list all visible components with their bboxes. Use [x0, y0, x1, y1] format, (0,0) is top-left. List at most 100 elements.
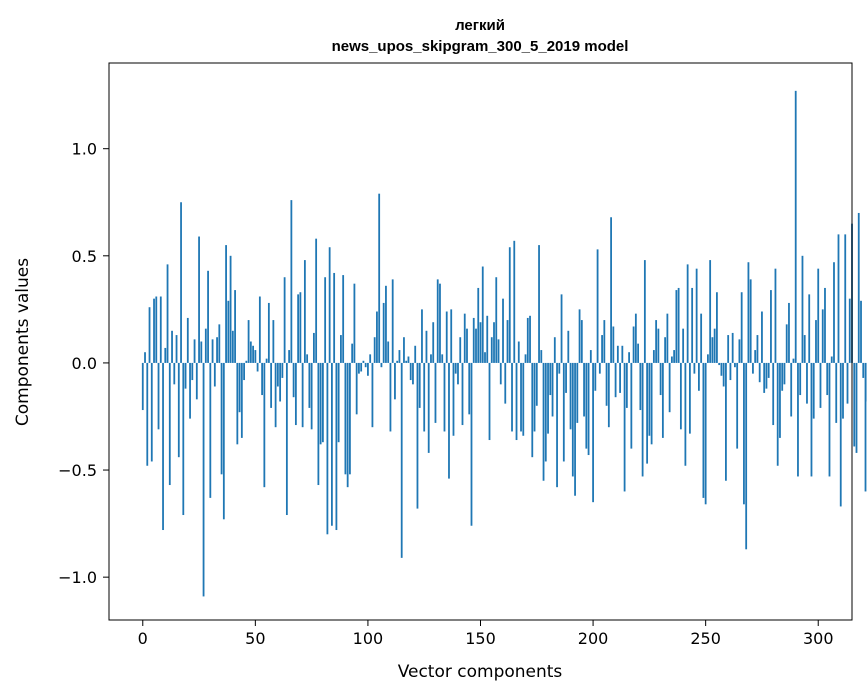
bar-14 — [173, 362, 176, 385]
bar-309 — [837, 234, 840, 363]
bar-301 — [819, 362, 822, 408]
bar-187 — [562, 362, 565, 462]
bar-93 — [351, 343, 354, 363]
bar-10 — [164, 347, 167, 363]
bar-231 — [661, 362, 664, 438]
x-tick-label: 150 — [465, 629, 496, 648]
bar-0 — [141, 362, 144, 411]
bar-203 — [598, 362, 601, 374]
bar-2 — [146, 362, 149, 466]
bar-89 — [342, 275, 345, 363]
bar-112 — [394, 362, 396, 400]
bar-50 — [254, 350, 257, 363]
bar-286 — [785, 324, 788, 363]
x-tick-label: 250 — [690, 629, 721, 648]
bar-124 — [421, 309, 423, 363]
bar-195 — [580, 320, 583, 363]
x-tick-label: 0 — [138, 629, 148, 648]
bar-62 — [281, 362, 284, 378]
bar-307 — [833, 262, 835, 363]
bar-82 — [326, 362, 329, 535]
bar-108 — [385, 285, 387, 363]
bar-159 — [499, 362, 502, 385]
bar-228 — [655, 320, 658, 363]
bar-158 — [497, 339, 500, 363]
bar-119 — [409, 362, 412, 381]
bar-319 — [860, 300, 862, 363]
bar-126 — [425, 330, 428, 363]
bar-154 — [488, 362, 491, 441]
bar-31 — [211, 339, 214, 363]
bar-30 — [209, 362, 212, 498]
bar-271 — [752, 362, 754, 374]
bar-135 — [445, 311, 448, 363]
bar-202 — [596, 249, 599, 363]
bar-61 — [279, 362, 282, 402]
bar-32 — [213, 362, 216, 387]
bar-71 — [301, 362, 304, 428]
bar-83 — [328, 247, 331, 363]
bar-212 — [619, 362, 621, 393]
bar-276 — [763, 362, 766, 393]
x-axis-label: Vector components — [398, 662, 563, 682]
bar-270 — [749, 279, 752, 363]
bar-280 — [772, 362, 775, 426]
bar-42 — [236, 362, 239, 445]
bar-127 — [427, 362, 430, 453]
bar-184 — [556, 362, 558, 488]
bar-300 — [817, 268, 820, 363]
bar-257 — [720, 362, 723, 376]
bar-29 — [207, 270, 209, 363]
bar-130 — [434, 362, 437, 423]
bar-141 — [459, 337, 462, 363]
bar-132 — [439, 283, 441, 363]
bar-313 — [846, 362, 849, 404]
bar-248 — [700, 313, 703, 363]
bar-27 — [202, 362, 205, 597]
bar-172 — [529, 315, 531, 363]
bar-91 — [346, 362, 349, 488]
bar-208 — [610, 217, 612, 363]
bar-162 — [506, 320, 509, 363]
bar-298 — [812, 362, 815, 419]
bar-22 — [191, 362, 194, 381]
bar-120 — [412, 362, 414, 385]
bar-216 — [628, 352, 630, 363]
bar-128 — [430, 354, 432, 363]
bar-256 — [718, 362, 721, 366]
bar-173 — [531, 362, 534, 458]
bar-209 — [612, 326, 615, 363]
bar-189 — [567, 330, 570, 363]
bar-171 — [526, 317, 529, 363]
bar-52 — [258, 296, 261, 363]
bar-274 — [758, 362, 761, 383]
bar-44 — [240, 362, 243, 438]
bar-295 — [806, 362, 808, 404]
bar-192 — [574, 362, 576, 496]
bar-193 — [576, 362, 579, 423]
bar-283 — [779, 362, 781, 438]
bar-222 — [641, 362, 644, 477]
x-tick-label: 50 — [245, 629, 265, 648]
bar-136 — [448, 362, 450, 479]
bar-275 — [761, 311, 763, 363]
bar-199 — [589, 350, 592, 363]
bar-144 — [466, 328, 468, 363]
bar-237 — [675, 290, 678, 363]
bar-265 — [738, 339, 741, 363]
bar-242 — [686, 264, 689, 363]
bar-194 — [578, 309, 581, 363]
bar-250 — [704, 362, 707, 505]
bar-8 — [159, 296, 162, 363]
bar-197 — [585, 362, 588, 449]
bar-238 — [677, 287, 680, 363]
bar-41 — [234, 290, 236, 363]
bar-109 — [387, 341, 390, 363]
bar-198 — [587, 362, 590, 456]
bar-218 — [632, 326, 635, 363]
y-tick-label: 1.0 — [72, 140, 97, 159]
bar-296 — [808, 294, 811, 363]
bar-213 — [621, 345, 624, 363]
bar-125 — [423, 362, 426, 432]
